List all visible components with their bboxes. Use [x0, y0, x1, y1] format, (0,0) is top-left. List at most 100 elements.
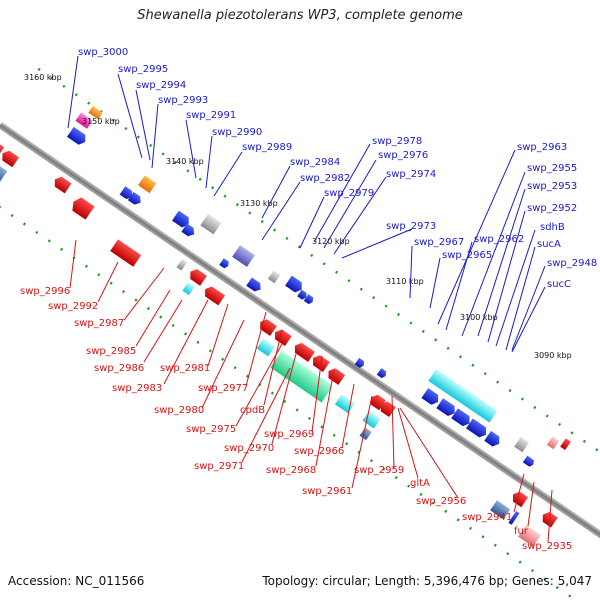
gene-label[interactable]: swp_2961 [302, 486, 352, 497]
gene-swp_2961[interactable] [362, 410, 381, 429]
gene-swp_2997[interactable] [0, 138, 5, 158]
gene-swp_2973[interactable] [303, 294, 315, 305]
tick-track-inner [0, 180, 574, 600]
gene-swp_2947[interactable] [522, 455, 536, 468]
gene-label[interactable]: swp_2986 [94, 363, 144, 374]
gene-swp_2996r[interactable] [0, 148, 20, 168]
gene-label[interactable]: swp_2968 [266, 465, 316, 476]
gene-swp_2992[interactable] [52, 174, 72, 194]
gene-label[interactable]: swp_2948 [547, 258, 597, 269]
gene-swp_2984[interactable] [219, 258, 230, 269]
gene-swp_2991[interactable] [172, 210, 192, 230]
gene-label[interactable]: swp_2962 [474, 234, 524, 245]
gene-label[interactable]: fur [514, 526, 529, 537]
tick-label: 3150 kbp [82, 117, 120, 126]
gene-label[interactable]: swp_2953 [527, 181, 577, 192]
genome-summary-text: Topology: circular; Length: 5,396,476 bp… [262, 574, 592, 588]
gene-swp_2980[interactable] [257, 317, 277, 336]
gene-label[interactable]: swp_2952 [527, 203, 577, 214]
gene-label[interactable]: swp_2975 [186, 424, 236, 435]
gene-label[interactable]: swp_2989 [242, 142, 292, 153]
gene-label[interactable]: swp_2984 [290, 157, 340, 168]
gene-sucC[interactable] [484, 430, 502, 449]
gene-swp_2978[interactable] [267, 270, 281, 284]
gene-label[interactable]: swp_2935 [522, 541, 572, 552]
gene-label[interactable]: swp_2980 [154, 405, 204, 416]
gene-label[interactable]: swp_3000 [78, 47, 128, 58]
gene-swp_2948[interactable] [514, 436, 530, 453]
gene-swp_2953[interactable] [436, 398, 458, 418]
gene-swp_2977[interactable] [202, 284, 226, 306]
gene-label[interactable]: swp_2985 [86, 346, 136, 357]
gene-label[interactable]: swp_2970 [224, 443, 274, 454]
gene-label[interactable]: swp_2993 [158, 95, 208, 106]
gene-swp_2965[interactable] [376, 368, 388, 379]
gene-swp_2962[interactable] [428, 369, 461, 398]
gene-label[interactable]: swp_2959 [354, 465, 404, 476]
gene-swp_2989[interactable] [200, 213, 222, 235]
gene-swp_2968[interactable] [325, 366, 346, 385]
gene-label[interactable]: swp_2994 [136, 80, 186, 91]
gene-swp_2975[interactable] [256, 338, 276, 357]
gene-swp_2963[interactable] [453, 386, 498, 423]
gene-label[interactable]: swp_2995 [118, 64, 168, 75]
gene-label[interactable]: swp_2981 [160, 363, 210, 374]
gene-swp_2998[interactable] [88, 106, 103, 120]
gene-swp_3000[interactable] [66, 126, 89, 147]
gene-swp_2987[interactable] [69, 195, 95, 220]
gene-label[interactable]: swp_2978 [372, 136, 422, 147]
gene-label[interactable]: swp_2983 [112, 383, 162, 394]
gene-label[interactable]: swp_2991 [186, 110, 236, 121]
gene-label[interactable]: swp_2979 [324, 188, 374, 199]
gene-swp_2967[interactable] [354, 357, 366, 369]
gene-swp_2981[interactable] [182, 282, 195, 296]
gene-swp_2990[interactable] [181, 223, 197, 239]
gene-label[interactable]: swp_2982 [300, 173, 350, 184]
gene-label[interactable]: sdhB [540, 222, 565, 233]
gene-label[interactable]: swp_2987 [74, 318, 124, 329]
gene-label[interactable]: sucC [547, 279, 571, 290]
gene-label[interactable]: swp_2956 [416, 496, 466, 507]
gene-swp_2985[interactable] [110, 239, 142, 267]
gene-label[interactable]: swp_2990 [212, 127, 262, 138]
gene-label[interactable]: swp_2971 [194, 461, 244, 472]
gene-label[interactable]: swp_2996 [20, 286, 70, 297]
gene-swp_2982[interactable] [232, 245, 255, 267]
gene-sucA[interactable] [466, 418, 489, 439]
gene-swp_2936[interactable] [508, 511, 520, 525]
gene-swp_2983[interactable] [187, 267, 207, 286]
gene-label[interactable]: swp_2967 [414, 237, 464, 248]
gene-swp_2979[interactable] [246, 277, 263, 293]
gene-swp_2974[interactable] [297, 289, 308, 301]
gene-label[interactable]: swp_2966 [294, 446, 344, 457]
gene-swp_2934[interactable] [539, 510, 558, 528]
gene-label[interactable]: swp_2977 [198, 383, 248, 394]
gene-swp_2969[interactable] [292, 341, 315, 362]
gene-swp_2994[interactable] [127, 191, 144, 207]
gene-label[interactable]: swp_2976 [378, 150, 428, 161]
gene-swp_2993[interactable] [138, 175, 157, 194]
gene-label[interactable]: swp_2973 [386, 221, 436, 232]
gene-label[interactable]: swp_2992 [48, 301, 98, 312]
gene-swp_2986[interactable] [176, 258, 188, 271]
gene-label[interactable]: gltA [410, 478, 430, 489]
gene-swp_2945[interactable] [560, 438, 571, 450]
gene-label[interactable]: sucA [537, 239, 561, 250]
gene-swp_2959[interactable] [368, 392, 386, 411]
gene-label[interactable]: swp_2941 [462, 512, 512, 523]
gene-sdhB[interactable] [451, 408, 473, 428]
gene-label[interactable]: swp_2963 [517, 142, 567, 153]
gene-label[interactable]: swp_2969 [264, 429, 314, 440]
gene-swp_2976[interactable] [285, 275, 305, 295]
gene-swp_2955[interactable] [421, 388, 441, 407]
gene-swp_2956[interactable] [359, 427, 372, 441]
gene-swp_2995[interactable] [119, 186, 136, 201]
gene-swp_2999[interactable] [75, 112, 93, 129]
gene-label[interactable]: swp_2955 [527, 163, 577, 174]
gene-swp_2946[interactable] [546, 436, 560, 450]
gene-swp_2935[interactable] [518, 525, 541, 547]
gene-label[interactable]: cpdB [240, 405, 265, 416]
gene-label[interactable]: swp_2974 [386, 169, 436, 180]
gene-fur[interactable] [490, 500, 511, 520]
gene-label[interactable]: swp_2965 [442, 250, 492, 261]
